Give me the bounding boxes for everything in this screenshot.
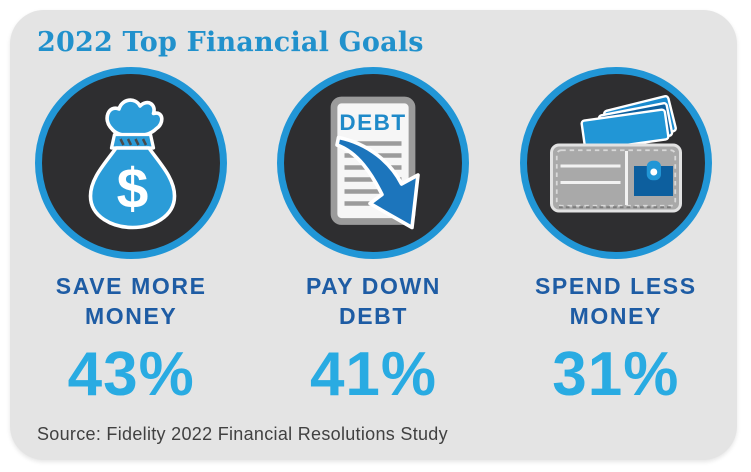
wallet-icon (549, 94, 682, 213)
infographic-card: 2022 Top Financial Goals $ (10, 10, 737, 460)
goal-column-pay-down-debt: DEBT PAY DOWN DEBT 41% (252, 67, 494, 410)
circle-badge: $ (35, 67, 228, 259)
goal-label: PAY DOWN DEBT (305, 273, 442, 329)
goals-row: $ SAVE MORE MONEY 43% DEBT (10, 67, 737, 410)
debt-document-icon: DEBT (331, 96, 421, 230)
goal-label: SAVE MORE MONEY (55, 273, 207, 329)
source-text: Source: Fidelity 2022 Financial Resoluti… (37, 424, 448, 444)
goal-percent: 41% (309, 339, 438, 409)
goal-column-save-more: $ SAVE MORE MONEY 43% (10, 67, 252, 410)
money-bag-icon: $ (88, 98, 177, 230)
goal-percent: 31% (552, 339, 680, 409)
dollar-sign-glyph: $ (117, 157, 149, 221)
circle-badge: DEBT (277, 67, 470, 259)
goal-column-spend-less: SPEND LESS MONEY 31% (495, 67, 737, 410)
goal-percent: 43% (67, 339, 195, 409)
circle-badge (519, 67, 712, 259)
page-title: 2022 Top Financial Goals (37, 27, 424, 58)
goal-label: SPEND LESS MONEY (534, 273, 697, 329)
debt-word: DEBT (340, 110, 407, 135)
